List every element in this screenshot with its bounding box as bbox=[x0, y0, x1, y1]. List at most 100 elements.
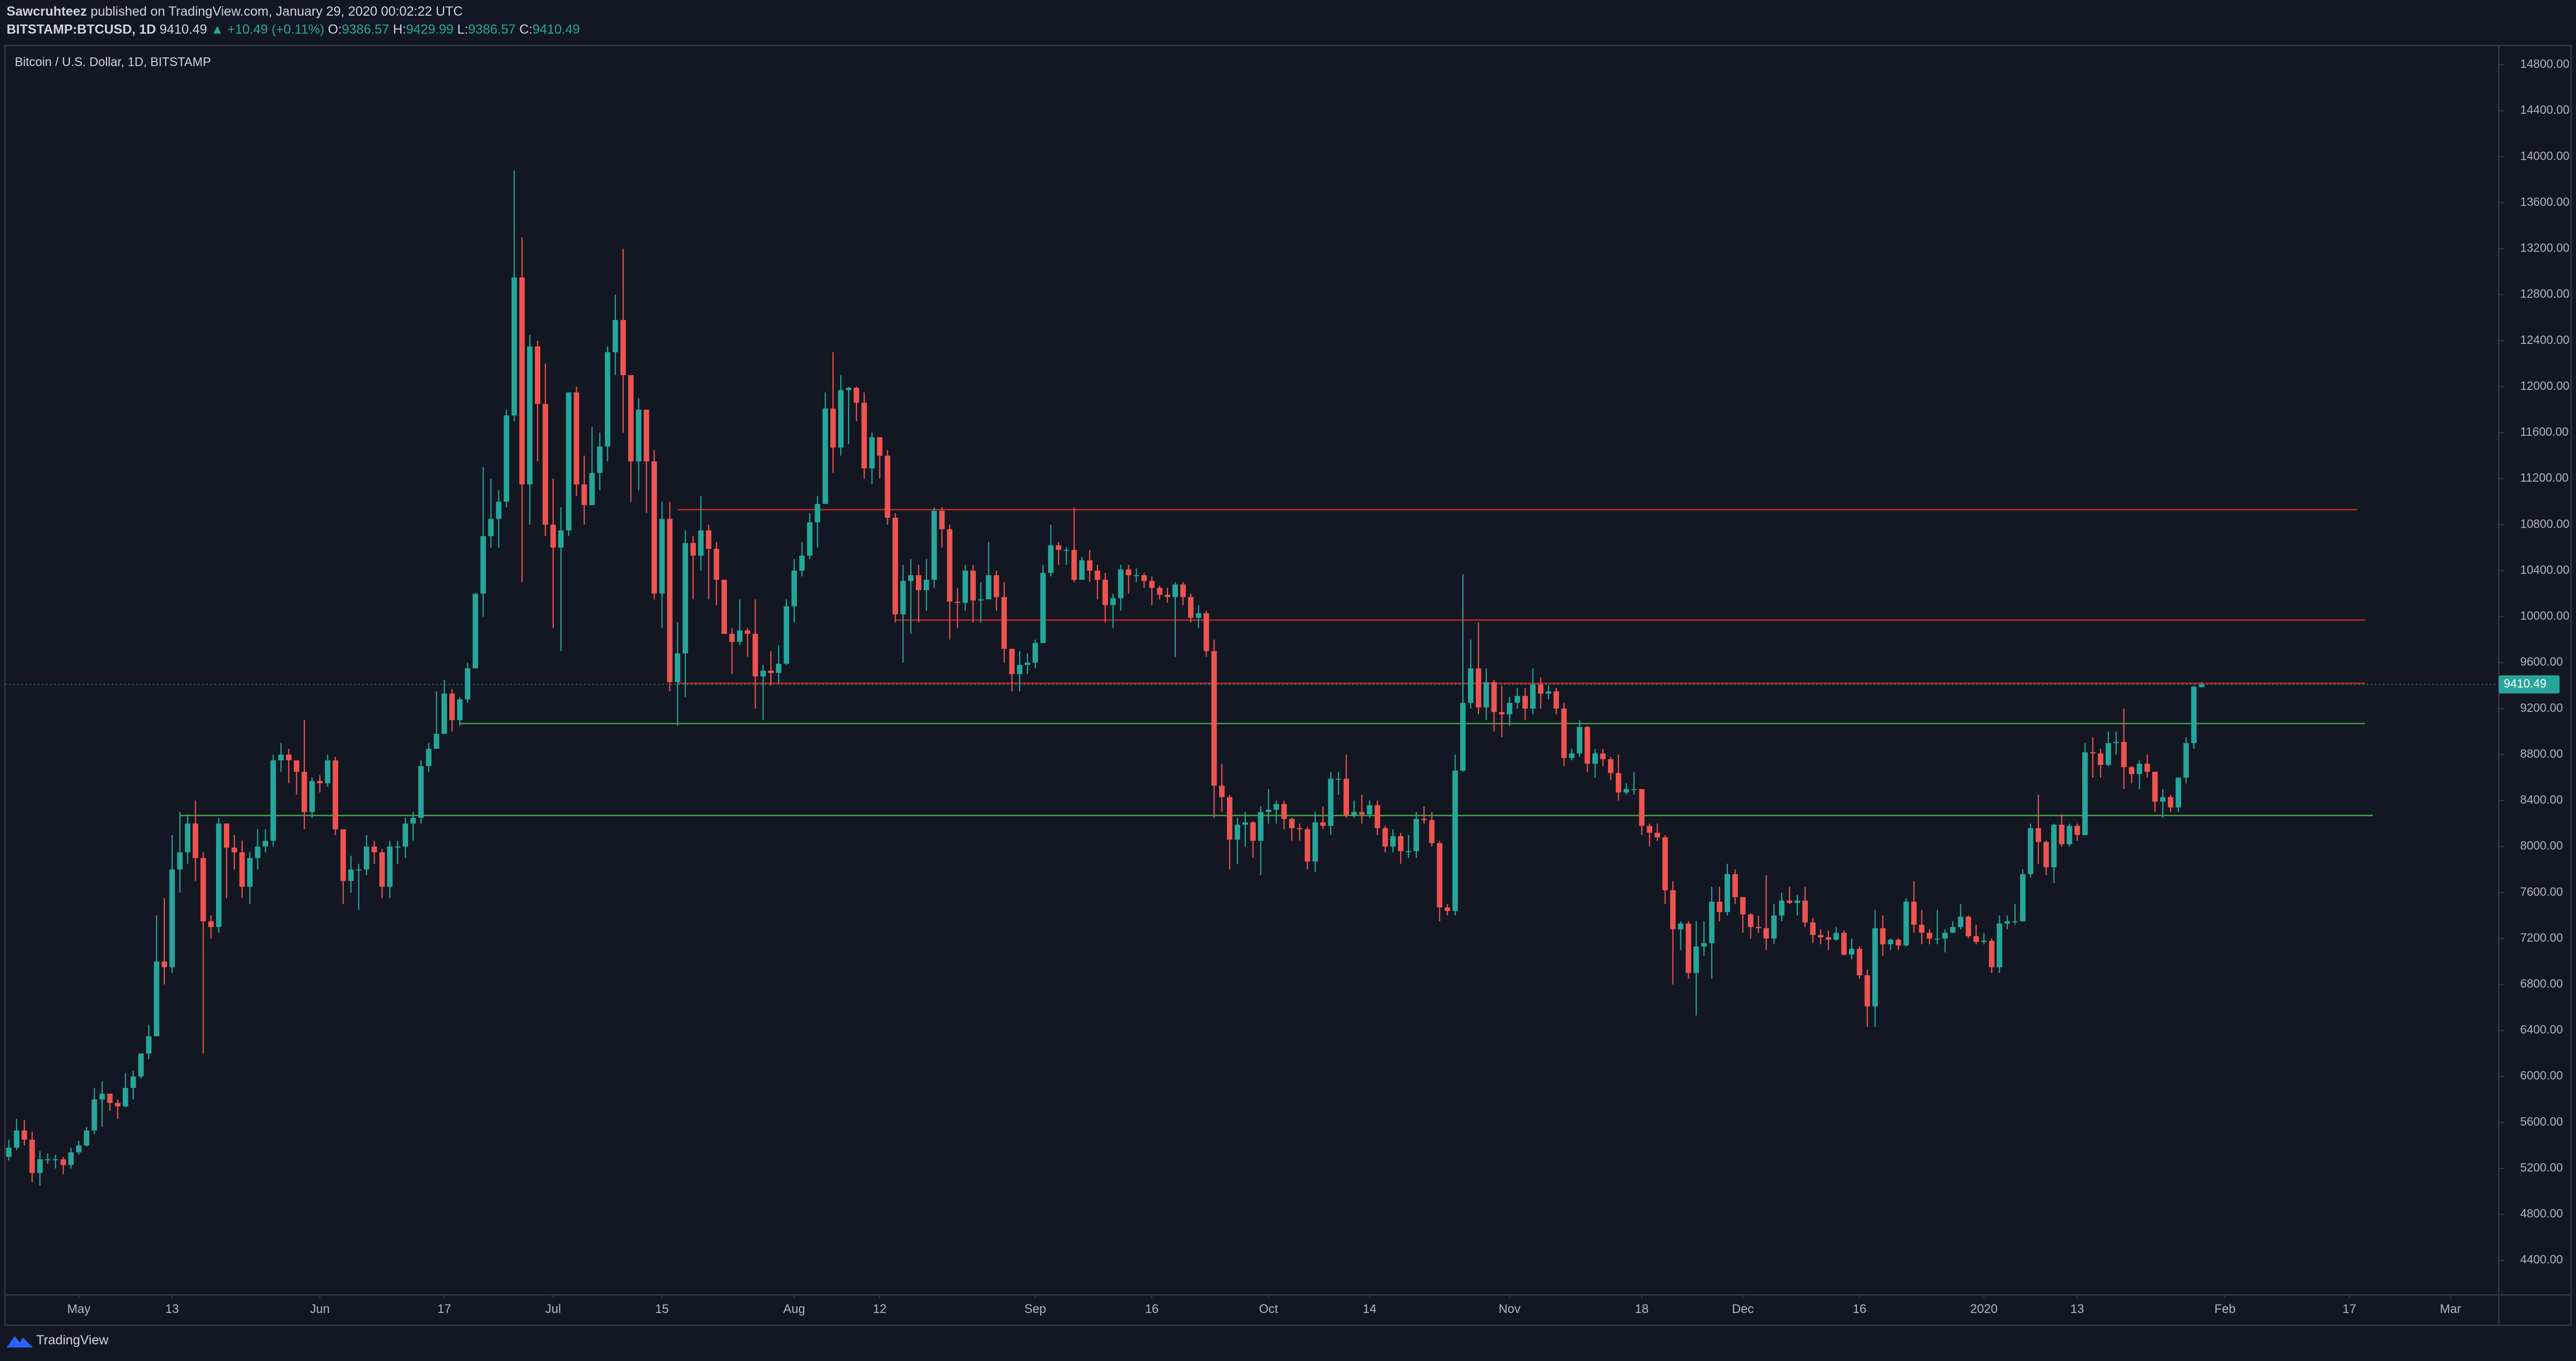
candle-body bbox=[1965, 916, 1971, 937]
y-tick-label: 10000.00 bbox=[2520, 609, 2569, 623]
candle-body bbox=[2082, 752, 2088, 835]
y-tick-label: 7600.00 bbox=[2520, 885, 2563, 898]
candle-body bbox=[1304, 829, 1310, 862]
candle-body bbox=[612, 320, 618, 352]
candle-body bbox=[1958, 916, 1964, 927]
l-value: 9386.57 bbox=[468, 22, 516, 37]
candle-body bbox=[2105, 743, 2112, 765]
candle-body bbox=[1678, 923, 1684, 929]
candle-body bbox=[1662, 837, 1668, 890]
candle-body bbox=[45, 1159, 51, 1161]
candle-body bbox=[1343, 779, 1349, 816]
candle-body bbox=[1009, 649, 1015, 674]
candle-body bbox=[1701, 943, 1707, 947]
y-tick-label: 14800.00 bbox=[2520, 57, 2569, 70]
candle-body bbox=[667, 519, 673, 683]
author[interactable]: Sawcruhteez bbox=[7, 4, 87, 18]
candle-body bbox=[1686, 923, 1691, 973]
candle-body bbox=[1367, 805, 1373, 815]
candle-body bbox=[1064, 550, 1069, 551]
candle-body bbox=[2004, 921, 2010, 924]
candle-body bbox=[1250, 822, 1256, 841]
candle-body bbox=[1483, 682, 1489, 708]
candle-body bbox=[504, 415, 509, 502]
candle-body bbox=[1709, 901, 1715, 944]
logo-icon bbox=[6, 1336, 33, 1348]
candle-body bbox=[1172, 584, 1178, 598]
candle-body bbox=[729, 634, 735, 642]
candle-body bbox=[146, 1036, 152, 1054]
candle-body bbox=[1359, 812, 1365, 815]
candle-body bbox=[550, 524, 556, 548]
candle-body bbox=[84, 1130, 90, 1145]
candle-body bbox=[2043, 842, 2049, 867]
candle-body bbox=[1514, 696, 1520, 703]
candle-body bbox=[387, 846, 393, 887]
y-tick-label: 14400.00 bbox=[2520, 103, 2569, 116]
candle-body bbox=[309, 781, 315, 813]
candle-body bbox=[239, 852, 245, 887]
candle-body bbox=[1522, 696, 1528, 709]
candle-body bbox=[651, 461, 657, 594]
candles bbox=[6, 170, 2204, 1186]
candle-body bbox=[1748, 914, 1754, 927]
candle-body bbox=[737, 630, 743, 642]
candle-body bbox=[885, 456, 890, 518]
candle-body bbox=[29, 1139, 35, 1173]
candle-body bbox=[1211, 651, 1217, 786]
candle-body bbox=[1545, 691, 1552, 694]
candle-body bbox=[721, 580, 727, 634]
candle-body bbox=[2074, 826, 2080, 835]
candle-body bbox=[1421, 819, 1427, 820]
x-tick-label: Nov bbox=[1499, 1303, 1521, 1316]
y-tick-label: 11200.00 bbox=[2520, 471, 2569, 484]
candle-body bbox=[1149, 581, 1155, 588]
candle-body bbox=[1297, 828, 1303, 830]
candle-body bbox=[286, 754, 292, 760]
brand[interactable]: TradingView bbox=[36, 1333, 109, 1347]
candle-body bbox=[753, 634, 758, 677]
candle-body bbox=[542, 404, 548, 525]
y-tick-label: 9200.00 bbox=[2520, 701, 2563, 714]
candle-body bbox=[993, 575, 999, 598]
candle-body bbox=[263, 841, 268, 847]
published: published on TradingView.com, January 29… bbox=[90, 4, 462, 18]
candle-body bbox=[177, 852, 183, 870]
c-label: C: bbox=[519, 22, 532, 37]
y-tick-label: 6800.00 bbox=[2520, 977, 2563, 990]
price: 9410.49 bbox=[160, 22, 207, 37]
candle-body bbox=[1024, 662, 1031, 665]
candle-body bbox=[1740, 897, 1746, 915]
candle-body bbox=[185, 823, 190, 853]
candle-body bbox=[1841, 933, 1847, 955]
candle-body bbox=[1134, 575, 1139, 577]
y-tick-label: 12800.00 bbox=[2520, 287, 2569, 301]
x-tick-label: Oct bbox=[1259, 1303, 1278, 1316]
y-tick-label: 10800.00 bbox=[2520, 517, 2569, 530]
y-tick-label: 11600.00 bbox=[2520, 425, 2569, 438]
candle-body bbox=[1071, 550, 1077, 580]
candle-body bbox=[37, 1159, 43, 1173]
candle-body bbox=[1530, 684, 1536, 709]
candle-body bbox=[1429, 820, 1435, 843]
candle-body bbox=[1771, 915, 1777, 939]
candle-body bbox=[2144, 763, 2150, 772]
y-tick-label: 14000.00 bbox=[2520, 149, 2569, 162]
candle-body bbox=[1639, 789, 1645, 826]
candle-body bbox=[130, 1076, 136, 1088]
candle-body bbox=[255, 846, 260, 858]
candle-body bbox=[853, 388, 860, 403]
candle-body bbox=[604, 352, 611, 447]
candle-body bbox=[356, 869, 362, 871]
h-value: 9429.99 bbox=[406, 22, 454, 37]
candle-body bbox=[1032, 643, 1038, 663]
candle-body bbox=[2199, 684, 2204, 687]
candle-body bbox=[395, 846, 401, 848]
y-tick-label: 13200.00 bbox=[2520, 241, 2569, 255]
candle-body bbox=[364, 846, 369, 870]
candle-body bbox=[123, 1088, 128, 1107]
candle-body bbox=[1507, 702, 1512, 714]
candle-body bbox=[1670, 890, 1676, 929]
candle-body bbox=[1895, 939, 1901, 946]
